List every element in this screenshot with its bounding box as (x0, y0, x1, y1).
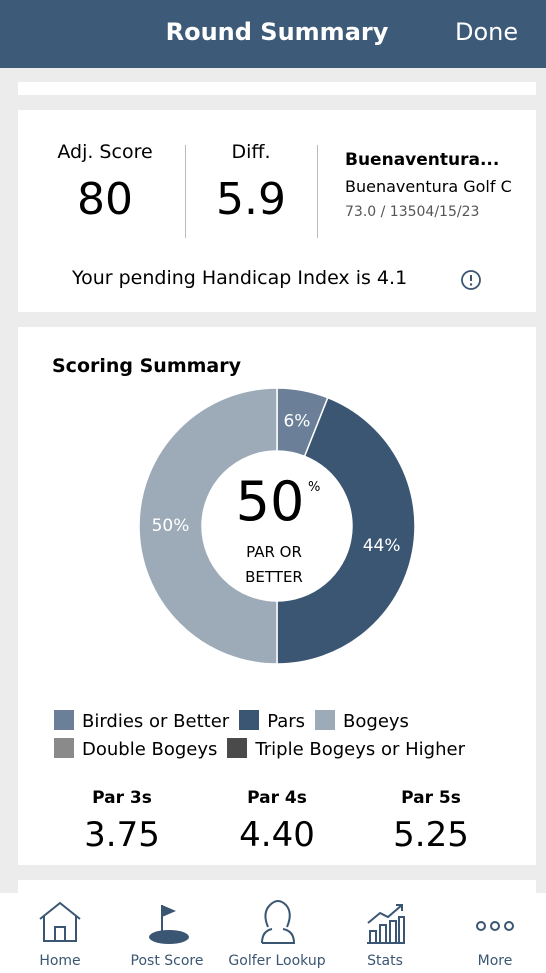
slice (138, 387, 278, 665)
center-value: 50 (235, 470, 305, 533)
slice-label: 50% (152, 516, 190, 536)
legend-label: Triple Bogeys or Higher (255, 739, 465, 760)
legend-item: Pars (239, 708, 305, 736)
tab-label[interactable]: More (477, 953, 513, 969)
score-label: Adj. Score (57, 141, 153, 163)
par-label: Par 5s (401, 788, 461, 808)
center-unit: % (308, 480, 321, 495)
tab-bar (0, 893, 546, 973)
title: Round Summary (165, 18, 389, 46)
card (18, 82, 536, 95)
tab-label[interactable]: Stats (367, 953, 403, 969)
divider (185, 145, 186, 238)
tab-icons (39, 900, 514, 944)
legend-swatch (315, 710, 336, 730)
divider (317, 145, 318, 238)
card (18, 880, 536, 893)
summary-title: Scoring Summary (52, 355, 242, 377)
done-button[interactable]: Done (455, 18, 519, 46)
legend-label: Pars (267, 711, 306, 732)
slice-label: 44% (363, 536, 401, 556)
legend-swatch (227, 738, 248, 758)
course-meta: 73.0 / 13504/15/23 (345, 204, 480, 220)
course-short: Buenaventura... (345, 150, 500, 170)
legend-item: Triple Bogeys or Higher (227, 736, 465, 764)
par-value: 4.40 (239, 815, 315, 855)
handicap-text: Your pending Handicap Index is 4.1 (72, 267, 408, 289)
legend-item: Birdies or Better (54, 708, 229, 736)
legend-swatch (54, 710, 74, 730)
legend-label: Double Bogeys (82, 739, 218, 760)
score: 80 (77, 174, 133, 225)
tab-label[interactable]: Post Score (130, 953, 204, 969)
header (0, 0, 546, 68)
legend: Birdies or Better Pars Bogeys Double Bogeys… (54, 708, 524, 764)
slice (276, 396, 416, 665)
par-value: 3.75 (84, 815, 160, 855)
par-label: Par 3s (92, 788, 152, 808)
par-label: Par 4s (247, 788, 307, 808)
diff: 5.9 (216, 174, 286, 225)
info-icon[interactable] (460, 269, 482, 291)
legend-swatch (239, 710, 260, 730)
center-label: PAR OR BETTER (245, 543, 303, 586)
legend-label: Bogeys (343, 711, 409, 732)
legend-item: Bogeys (315, 708, 409, 736)
tab-label[interactable]: Home (39, 953, 81, 969)
par-value: 5.25 (393, 815, 469, 855)
legend-swatch (54, 738, 74, 758)
legend-item: Double Bogeys (54, 736, 217, 764)
diff-label: Diff. (231, 141, 271, 163)
course-name: Buenaventura Golf C (345, 177, 512, 196)
legend-label: Birdies or Better (82, 711, 230, 732)
round-card (18, 110, 536, 312)
tab-label[interactable]: Golfer Lookup (228, 953, 326, 969)
slice-label: 6% (283, 411, 310, 431)
